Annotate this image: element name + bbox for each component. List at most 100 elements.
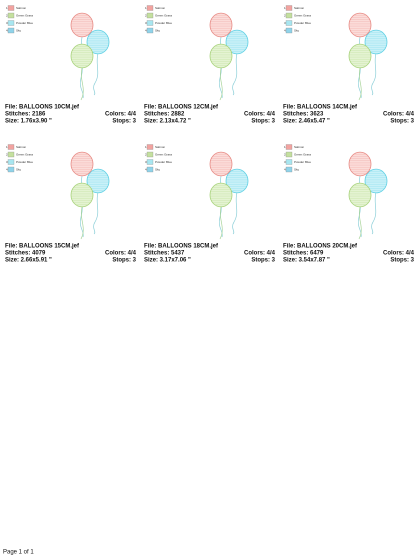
file-name: File: BALLOONS 12CM.jef — [144, 105, 219, 111]
stitches: Stitches: 3623 — [283, 112, 324, 118]
color-swatch — [285, 20, 293, 26]
file-name: File: BALLOONS 15CM.jef — [5, 244, 80, 250]
balloon — [348, 12, 372, 38]
color-number: 2 — [284, 13, 286, 17]
balloon-string — [371, 191, 377, 235]
balloon — [209, 182, 233, 208]
stops: Stops: 3 — [390, 258, 414, 264]
color-name: Sky — [155, 28, 161, 32]
stops: Stops: 3 — [251, 258, 275, 264]
color-name: Powder Blue — [294, 21, 311, 25]
color-name: Sky — [155, 167, 161, 171]
file-name: File: BALLOONS 14CM.jef — [283, 105, 358, 111]
color-swatch — [7, 166, 15, 173]
stitches: Stitches: 5437 — [144, 251, 185, 257]
color-number: 1 — [6, 145, 8, 149]
color-name: Sky — [16, 167, 22, 171]
stitches: Stitches: 4079 — [5, 251, 46, 257]
design-cell: 1 Salmon 2 Green Grass 3 Powder Blue 4 Sky File:… — [144, 5, 276, 125]
color-swatch — [285, 151, 293, 158]
color-swatch — [7, 20, 15, 26]
balloon-string — [358, 67, 362, 101]
color-name: Powder Blue — [16, 21, 33, 25]
colors: Colors: 4/4 — [383, 251, 415, 257]
size: Size: 2.66x5.91 " — [5, 258, 52, 264]
color-name: Powder Blue — [16, 160, 33, 164]
stops: Stops: 3 — [112, 258, 136, 264]
colors: Colors: 4/4 — [383, 112, 415, 118]
balloon — [225, 29, 249, 55]
color-number: 3 — [284, 21, 286, 25]
color-name: Powder Blue — [155, 160, 172, 164]
color-number: 4 — [6, 28, 8, 32]
color-name: Green Grass — [16, 13, 34, 17]
color-name: Green Grass — [294, 13, 312, 17]
color-swatch — [285, 159, 293, 165]
design-cell: 1 Salmon 2 Green Grass 3 Powder Blue 4 Sky File:… — [283, 5, 415, 125]
color-name: Green Grass — [294, 152, 312, 156]
color-number: 3 — [145, 21, 147, 25]
color-swatch — [285, 12, 293, 19]
stops: Stops: 3 — [112, 119, 136, 125]
stitches: Stitches: 2186 — [5, 112, 46, 118]
balloon — [70, 151, 94, 177]
color-swatch — [146, 20, 154, 26]
balloon-string — [80, 206, 84, 240]
footer: Page 1 of 1 — [3, 550, 34, 556]
balloon-string — [371, 52, 377, 96]
color-swatch — [146, 159, 154, 165]
colors: Colors: 4/4 — [105, 251, 137, 257]
color-number: 3 — [284, 160, 286, 164]
color-name: Sky — [294, 28, 300, 32]
balloon-string — [232, 191, 238, 235]
color-number: 3 — [6, 160, 8, 164]
size: Size: 2.46x5.47 " — [283, 119, 330, 125]
size: Size: 3.17x7.06 " — [144, 258, 191, 264]
color-swatch — [285, 27, 293, 34]
color-swatch — [146, 5, 154, 11]
color-swatch — [146, 151, 154, 158]
color-name: Salmon — [294, 6, 305, 10]
color-swatch — [7, 5, 15, 11]
balloon — [70, 182, 94, 208]
color-swatch — [285, 5, 293, 11]
color-swatch — [7, 144, 15, 150]
color-number: 1 — [284, 6, 286, 10]
color-number: 1 — [6, 6, 8, 10]
balloon — [364, 29, 388, 55]
color-name: Salmon — [155, 145, 166, 149]
color-number: 3 — [6, 21, 8, 25]
balloon — [209, 151, 233, 177]
balloon — [209, 43, 233, 69]
color-swatch — [7, 151, 15, 158]
color-name: Sky — [294, 167, 300, 171]
balloon-string — [93, 191, 99, 235]
balloon-string — [232, 52, 238, 96]
color-name: Green Grass — [155, 152, 173, 156]
color-name: Green Grass — [16, 152, 34, 156]
color-number: 1 — [284, 145, 286, 149]
stops: Stops: 3 — [251, 119, 275, 125]
color-swatch — [146, 144, 154, 150]
balloon — [225, 168, 249, 194]
color-number: 2 — [284, 152, 286, 156]
color-number: 3 — [145, 160, 147, 164]
color-number: 4 — [6, 167, 8, 171]
color-name: Salmon — [155, 6, 166, 10]
balloon — [86, 168, 110, 194]
balloon — [348, 151, 372, 177]
color-swatch — [146, 27, 154, 34]
design-cell: 1 Salmon 2 Green Grass 3 Powder Blue 4 Sky File:… — [5, 144, 137, 264]
stitches: Stitches: 2882 — [144, 112, 185, 118]
balloon-string — [358, 206, 362, 240]
balloon-string — [80, 67, 84, 101]
stops: Stops: 3 — [390, 119, 414, 125]
balloon-string — [219, 206, 223, 240]
balloon — [70, 43, 94, 69]
color-name: Green Grass — [155, 13, 173, 17]
design-cell: 1 Salmon 2 Green Grass 3 Powder Blue 4 Sky File:… — [283, 144, 415, 264]
color-swatch — [285, 166, 293, 173]
color-number: 2 — [145, 152, 147, 156]
